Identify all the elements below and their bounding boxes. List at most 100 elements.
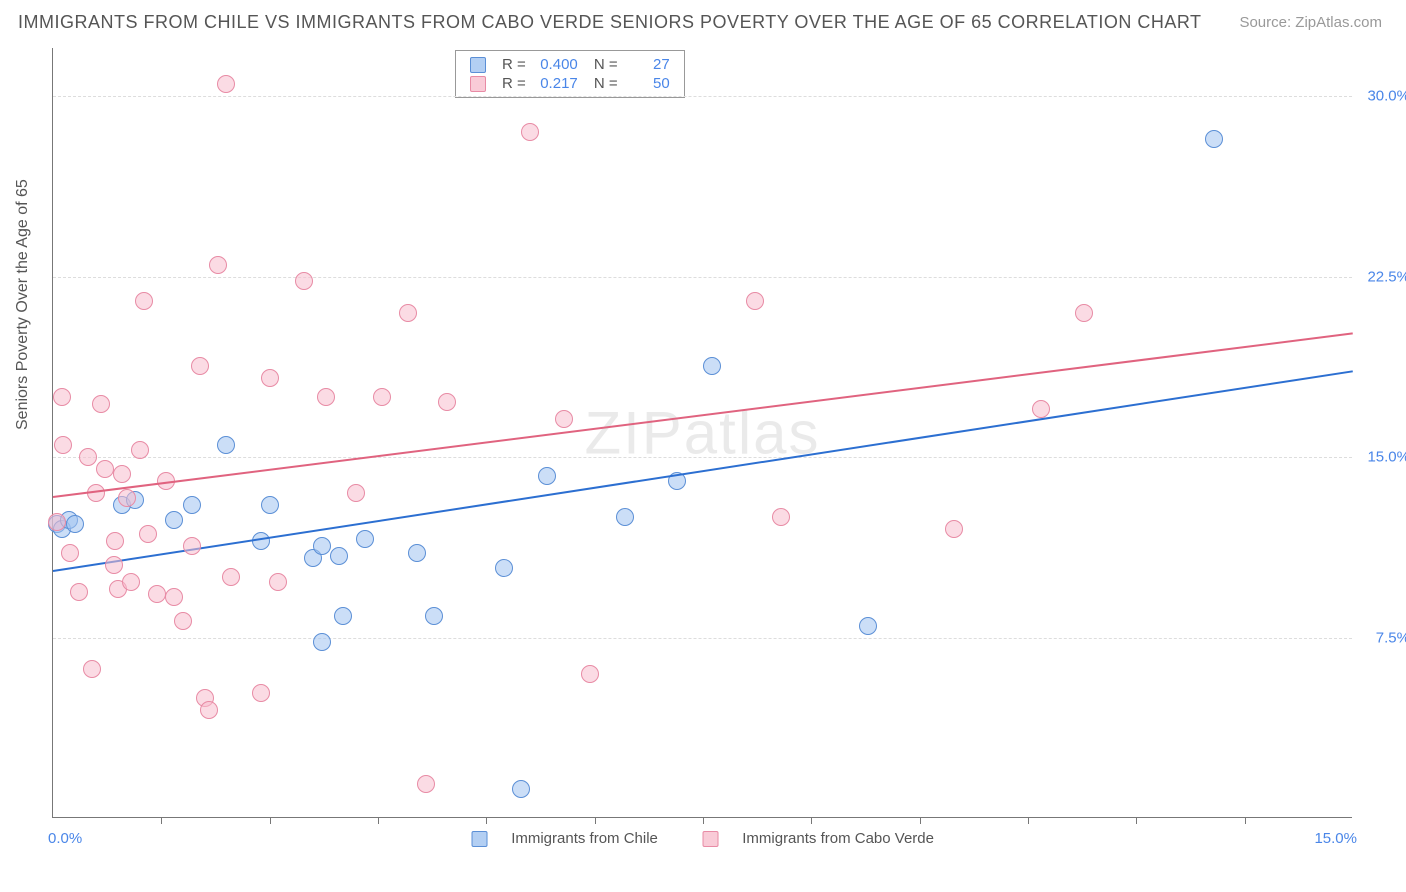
data-point: [555, 410, 573, 428]
data-point: [408, 544, 426, 562]
data-point: [165, 511, 183, 529]
legend-stats-row: R =0.400 N =27: [464, 55, 676, 74]
data-point: [334, 607, 352, 625]
data-point: [200, 701, 218, 719]
data-point: [66, 515, 84, 533]
grid-line: [53, 277, 1352, 278]
grid-line: [53, 96, 1352, 97]
r-value: 0.217: [538, 75, 578, 92]
data-point: [512, 780, 530, 798]
data-point: [92, 395, 110, 413]
data-point: [347, 484, 365, 502]
chart-title: IMMIGRANTS FROM CHILE VS IMMIGRANTS FROM…: [18, 12, 1202, 33]
swatch-icon: [470, 76, 486, 92]
data-point: [269, 573, 287, 591]
data-point: [139, 525, 157, 543]
x-tick: [270, 817, 271, 824]
data-point: [217, 436, 235, 454]
data-point: [105, 556, 123, 574]
data-point: [616, 508, 634, 526]
x-tick: [161, 817, 162, 824]
data-point: [131, 441, 149, 459]
data-point: [222, 568, 240, 586]
data-point: [859, 617, 877, 635]
x-tick: [920, 817, 921, 824]
data-point: [356, 530, 374, 548]
swatch-icon: [702, 831, 718, 847]
legend-stats-row: R =0.217 N =50: [464, 74, 676, 93]
data-point: [135, 292, 153, 310]
data-point: [373, 388, 391, 406]
data-point: [581, 665, 599, 683]
data-point: [772, 508, 790, 526]
data-point: [183, 537, 201, 555]
data-point: [313, 537, 331, 555]
data-point: [165, 588, 183, 606]
data-point: [330, 547, 348, 565]
data-point: [118, 489, 136, 507]
data-point: [399, 304, 417, 322]
data-point: [174, 612, 192, 630]
x-tick: [1028, 817, 1029, 824]
data-point: [252, 684, 270, 702]
trend-line: [53, 332, 1353, 498]
data-point: [703, 357, 721, 375]
legend-series: Immigrants from Chile Immigrants from Ca…: [451, 830, 954, 847]
data-point: [521, 123, 539, 141]
plot-area: ZIPatlas R =0.400 N =27 R =0.217 N =50 0…: [52, 48, 1352, 818]
x-tick: [1136, 817, 1137, 824]
data-point: [317, 388, 335, 406]
data-point: [417, 775, 435, 793]
data-point: [217, 75, 235, 93]
data-point: [425, 607, 443, 625]
data-point: [54, 436, 72, 454]
x-tick: [703, 817, 704, 824]
data-point: [106, 532, 124, 550]
data-point: [83, 660, 101, 678]
x-tick: [378, 817, 379, 824]
y-tick-label: 30.0%: [1360, 88, 1406, 105]
data-point: [746, 292, 764, 310]
legend-label: Immigrants from Chile: [511, 830, 658, 847]
data-point: [1205, 130, 1223, 148]
data-point: [122, 573, 140, 591]
data-point: [113, 465, 131, 483]
x-axis-max-label: 15.0%: [1314, 830, 1357, 847]
data-point: [252, 532, 270, 550]
data-point: [48, 513, 66, 531]
y-tick-label: 22.5%: [1360, 268, 1406, 285]
y-tick-label: 15.0%: [1360, 449, 1406, 466]
data-point: [1075, 304, 1093, 322]
data-point: [495, 559, 513, 577]
legend-stats: R =0.400 N =27 R =0.217 N =50: [455, 50, 685, 98]
x-tick: [1245, 817, 1246, 824]
data-point: [61, 544, 79, 562]
data-point: [191, 357, 209, 375]
legend-label: Immigrants from Cabo Verde: [742, 830, 934, 847]
n-value: 50: [630, 75, 670, 92]
data-point: [261, 369, 279, 387]
data-point: [295, 272, 313, 290]
r-value: 0.400: [538, 56, 578, 73]
swatch-icon: [471, 831, 487, 847]
x-tick: [811, 817, 812, 824]
x-tick: [595, 817, 596, 824]
y-axis-title: Seniors Poverty Over the Age of 65: [14, 179, 32, 430]
grid-line: [53, 638, 1352, 639]
data-point: [261, 496, 279, 514]
data-point: [79, 448, 97, 466]
source-attribution: Source: ZipAtlas.com: [1239, 14, 1382, 31]
x-tick: [486, 817, 487, 824]
data-point: [1032, 400, 1050, 418]
data-point: [313, 633, 331, 651]
data-point: [70, 583, 88, 601]
y-tick-label: 7.5%: [1360, 629, 1406, 646]
data-point: [538, 467, 556, 485]
data-point: [96, 460, 114, 478]
data-point: [183, 496, 201, 514]
data-point: [209, 256, 227, 274]
n-value: 27: [630, 56, 670, 73]
x-axis-min-label: 0.0%: [48, 830, 82, 847]
data-point: [53, 388, 71, 406]
swatch-icon: [470, 57, 486, 73]
